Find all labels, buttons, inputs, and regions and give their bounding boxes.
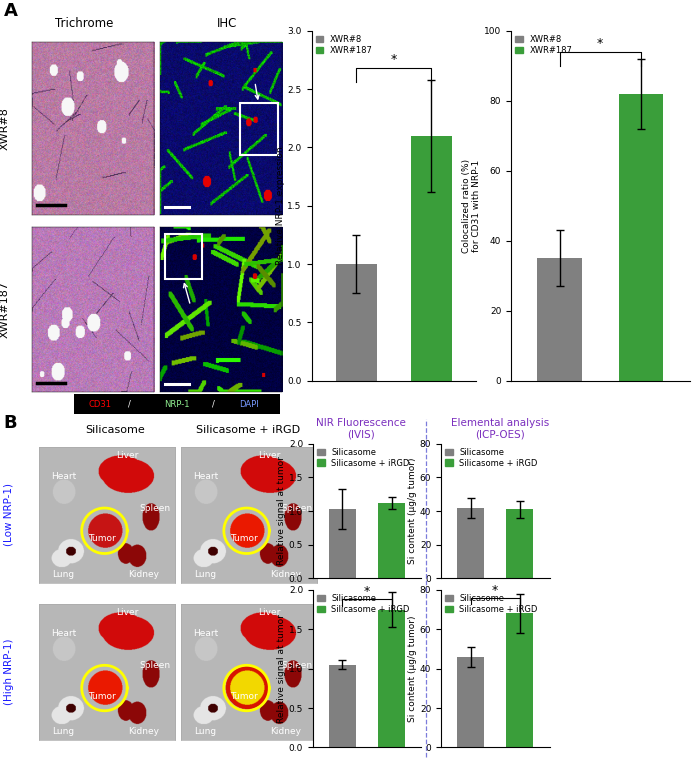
Bar bbox=[378, 610, 405, 747]
Legend: Silicasome, Silicasome + iRGD: Silicasome, Silicasome + iRGD bbox=[317, 448, 410, 468]
Text: IHC: IHC bbox=[217, 17, 238, 29]
Bar bbox=[457, 508, 484, 578]
Y-axis label: Colocalized ratio (%)
for CD31 with NRP-1: Colocalized ratio (%) for CD31 with NRP-… bbox=[462, 158, 482, 253]
Text: NRP-1: NRP-1 bbox=[164, 400, 190, 408]
Legend: XWR#8, XWR#187: XWR#8, XWR#187 bbox=[316, 35, 372, 55]
Text: Elemental analysis
(ICP-OES): Elemental analysis (ICP-OES) bbox=[452, 418, 550, 439]
Text: CD31: CD31 bbox=[89, 400, 112, 408]
Text: Spleen: Spleen bbox=[139, 504, 170, 513]
Y-axis label: Si content (μg/g tumor): Si content (μg/g tumor) bbox=[408, 615, 417, 722]
Text: Lung: Lung bbox=[52, 727, 75, 736]
Legend: Silicasome, Silicasome + iRGD: Silicasome, Silicasome + iRGD bbox=[445, 448, 538, 468]
Text: Lung: Lung bbox=[195, 570, 217, 578]
Bar bbox=[329, 664, 356, 747]
Bar bbox=[506, 509, 533, 578]
Text: XWR#187: XWR#187 bbox=[0, 281, 10, 338]
Text: Lung: Lung bbox=[195, 727, 217, 736]
Text: Tumor: Tumor bbox=[88, 691, 116, 701]
Text: Spleen: Spleen bbox=[139, 661, 170, 670]
Legend: Silicasome, Silicasome + iRGD: Silicasome, Silicasome + iRGD bbox=[445, 594, 538, 614]
Text: Kidney: Kidney bbox=[127, 570, 159, 578]
Bar bbox=[457, 657, 484, 747]
Text: Liver: Liver bbox=[116, 451, 139, 460]
Text: Heart: Heart bbox=[193, 471, 218, 481]
Bar bbox=[336, 264, 377, 381]
Legend: Silicasome, Silicasome + iRGD: Silicasome, Silicasome + iRGD bbox=[317, 594, 410, 614]
Y-axis label: Relative signal at tumor: Relative signal at tumor bbox=[277, 457, 286, 565]
Bar bbox=[164, 234, 202, 279]
Text: XWR#8
(Low NRP-1): XWR#8 (Low NRP-1) bbox=[0, 484, 14, 546]
Y-axis label: Relative NRP-1 expression: Relative NRP-1 expression bbox=[276, 146, 285, 265]
Bar bbox=[619, 94, 663, 381]
Bar bbox=[239, 103, 277, 155]
Text: Tumor: Tumor bbox=[230, 534, 258, 544]
Y-axis label: Si content (μg/g tumor): Si content (μg/g tumor) bbox=[408, 458, 417, 564]
Text: Spleen: Spleen bbox=[281, 661, 312, 670]
Text: *: * bbox=[364, 585, 370, 598]
Text: Liver: Liver bbox=[258, 451, 281, 460]
Text: /: / bbox=[213, 400, 216, 408]
Text: Liver: Liver bbox=[258, 608, 281, 618]
Text: XWR#187
(High NRP-1): XWR#187 (High NRP-1) bbox=[0, 639, 14, 705]
Text: Tumor: Tumor bbox=[88, 534, 116, 544]
Bar bbox=[411, 135, 452, 381]
Bar bbox=[506, 614, 533, 747]
Text: Spleen: Spleen bbox=[281, 504, 312, 513]
Text: *: * bbox=[492, 584, 498, 597]
Text: Liver: Liver bbox=[116, 608, 139, 618]
Bar bbox=[538, 258, 582, 381]
Text: Lung: Lung bbox=[52, 570, 75, 578]
Text: Heart: Heart bbox=[51, 629, 76, 638]
Text: Tumor: Tumor bbox=[230, 691, 258, 701]
Text: NIR Fluorescence
(IVIS): NIR Fluorescence (IVIS) bbox=[316, 418, 405, 439]
Text: DAPI: DAPI bbox=[239, 400, 259, 408]
Text: B: B bbox=[4, 414, 17, 431]
Bar bbox=[329, 509, 356, 578]
Text: Silicasome: Silicasome bbox=[85, 425, 146, 435]
Text: /: / bbox=[128, 400, 131, 408]
Text: Kidney: Kidney bbox=[270, 570, 301, 578]
Text: *: * bbox=[391, 53, 397, 66]
Text: Heart: Heart bbox=[193, 629, 218, 638]
Text: Silicasome + iRGD: Silicasome + iRGD bbox=[197, 425, 300, 435]
Text: XWR#8: XWR#8 bbox=[0, 108, 10, 150]
Text: Trichrome: Trichrome bbox=[55, 17, 113, 29]
Text: A: A bbox=[4, 2, 18, 19]
Text: Kidney: Kidney bbox=[127, 727, 159, 736]
Y-axis label: Relative signal at tumor: Relative signal at tumor bbox=[277, 614, 286, 723]
Text: Heart: Heart bbox=[51, 471, 76, 481]
Legend: XWR#8, XWR#187: XWR#8, XWR#187 bbox=[515, 35, 572, 55]
Text: *: * bbox=[597, 37, 603, 50]
Bar bbox=[378, 503, 405, 578]
Text: Kidney: Kidney bbox=[270, 727, 301, 736]
